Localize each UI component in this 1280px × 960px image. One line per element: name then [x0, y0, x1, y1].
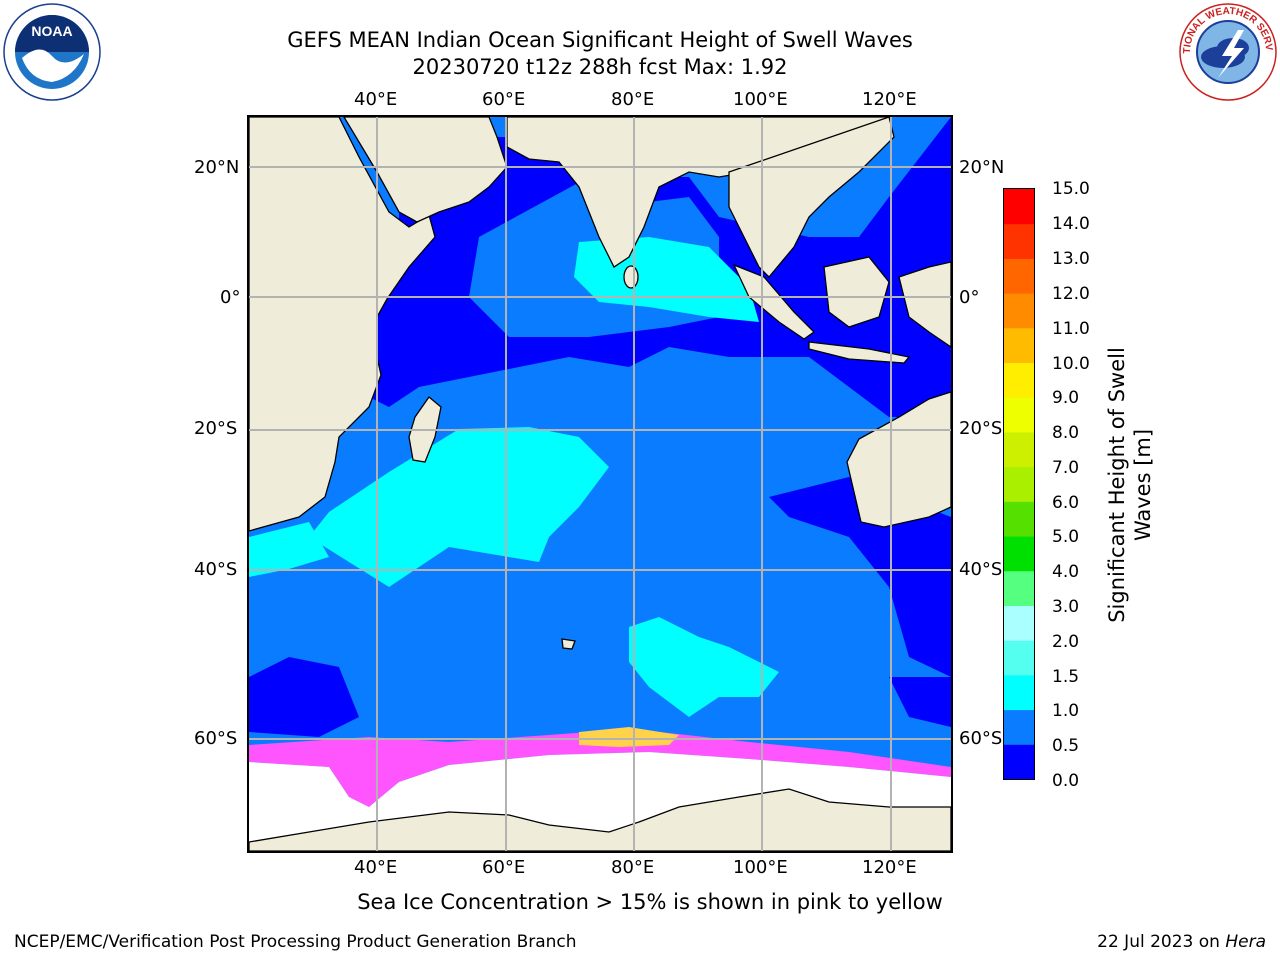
sea-ice-edge-pink — [249, 729, 951, 807]
map-svg — [249, 117, 951, 851]
graticule — [249, 117, 951, 851]
ocean-swell-0-0.5-east — [769, 477, 951, 677]
nws-logo: NATIONAL WEATHER SERVICE — [1178, 2, 1277, 101]
colorbar-tick: 11.0 — [1052, 319, 1090, 339]
lon-tick-bottom: 120°E — [862, 857, 917, 878]
colorbar-tick: 1.5 — [1052, 667, 1080, 687]
colorbar-bin-4-5 — [1004, 536, 1034, 572]
ocean-swell-1.0-1.5-south-central — [309, 427, 609, 587]
kerguelen-island — [561, 638, 576, 650]
sulawesi-land — [898, 261, 951, 348]
australia-land — [846, 391, 951, 528]
ocean-swell-0-0.5-se — [889, 677, 951, 727]
lat-tick-left: 60°S — [194, 728, 238, 749]
colorbar-tick: 3.0 — [1052, 597, 1080, 617]
colorbar-tick: 0.5 — [1052, 736, 1080, 756]
lon-tick-bottom: 40°E — [354, 857, 398, 878]
colorbar-bin-0.5-1 — [1004, 709, 1034, 745]
sea-ice-edge-yellow — [579, 727, 679, 747]
colorbar-tick: 5.0 — [1052, 527, 1080, 547]
colorbar-bin-6-7 — [1004, 466, 1034, 502]
colorbar-tick: 7.0 — [1052, 458, 1080, 478]
lon-tick-top: 120°E — [862, 89, 917, 110]
colorbar-bin-11-12 — [1004, 293, 1034, 329]
colorbar-bin-13-14 — [1004, 223, 1034, 259]
lon-tick-bottom: 60°E — [482, 857, 526, 878]
colorbar-tick: 12.0 — [1052, 284, 1090, 304]
colorbar-axis-label: Significant Height of Swell Waves [m] — [1104, 347, 1157, 623]
colorbar-tick: 15.0 — [1052, 179, 1090, 199]
lat-tick-left: 20°N — [194, 157, 240, 178]
colorbar-axis-label-line1: Significant Height of Swell — [1104, 347, 1129, 623]
footer-date-text: 22 Jul 2023 on — [1097, 932, 1226, 952]
lon-tick-bottom: 80°E — [611, 857, 655, 878]
colorbar-bin-9-10 — [1004, 362, 1034, 398]
swell-height-map — [247, 115, 953, 853]
lat-tick-left: 0° — [220, 287, 241, 308]
chart-title-line2: 20230720 t12z 288h fcst Max: 1.92 — [412, 55, 788, 79]
colorbar-tick: 13.0 — [1052, 249, 1090, 269]
colorbar-tick: 9.0 — [1052, 388, 1080, 408]
lon-tick-top: 80°E — [611, 89, 655, 110]
java-land — [808, 341, 911, 364]
footer-credit: NCEP/EMC/Verification Post Processing Pr… — [14, 932, 577, 952]
lat-tick-right: 20°N — [959, 157, 1005, 178]
colorbar-tick: 10.0 — [1052, 354, 1090, 374]
lon-tick-top: 100°E — [733, 89, 788, 110]
lat-tick-right: 0° — [959, 287, 980, 308]
sri-lanka-land — [623, 265, 639, 289]
lon-tick-top: 40°E — [354, 89, 398, 110]
ocean-swell-0-0.5-sw — [249, 657, 359, 737]
lat-tick-right: 20°S — [959, 418, 1003, 439]
colorbar-bin-14-15 — [1004, 189, 1034, 225]
colorbar-tick: 6.0 — [1052, 493, 1080, 513]
colorbar — [1003, 188, 1035, 780]
colorbar-axis-label-line2: Waves [m] — [1131, 428, 1155, 542]
lat-tick-left: 40°S — [194, 559, 238, 580]
footer-date: 22 Jul 2023 on Hera — [1097, 932, 1266, 952]
colorbar-tick: 14.0 — [1052, 214, 1090, 234]
antarctica-land — [249, 788, 951, 851]
chart-title-line1: GEFS MEAN Indian Ocean Significant Heigh… — [287, 28, 913, 52]
colorbar-bin-1.5-2 — [1004, 640, 1034, 676]
colorbar-bin-10-11 — [1004, 327, 1034, 364]
sumatra-land — [732, 263, 816, 340]
lat-tick-right: 60°S — [959, 728, 1003, 749]
colorbar-tick: 4.0 — [1052, 562, 1080, 582]
lon-tick-top: 60°E — [482, 89, 526, 110]
ocean-swell-1.0-1.5-southern — [629, 617, 779, 717]
southeast-asia-land — [728, 117, 895, 278]
colorbar-tick: 0.0 — [1052, 771, 1080, 791]
noaa-logo: NOAA — [3, 3, 101, 101]
colorbar-svg — [1004, 189, 1034, 780]
lat-tick-left: 20°S — [194, 418, 238, 439]
noaa-logo-text: NOAA — [31, 23, 72, 39]
borneo-land — [823, 256, 890, 328]
colorbar-bin-8-9 — [1004, 397, 1034, 433]
colorbar-bin-0-0.5 — [1004, 744, 1034, 780]
colorbar-bin-7-8 — [1004, 431, 1034, 468]
colorbar-tick: 8.0 — [1052, 423, 1080, 443]
footer-host: Hera — [1225, 932, 1266, 952]
colorbar-bin-3-4 — [1004, 570, 1034, 606]
colorbar-bin-2-3 — [1004, 605, 1034, 641]
colorbar-bin-12-13 — [1004, 258, 1034, 294]
colorbar-tick: 2.0 — [1052, 632, 1080, 652]
colorbar-bin-5-6 — [1004, 501, 1034, 537]
lat-tick-right: 40°S — [959, 559, 1003, 580]
lon-tick-bottom: 100°E — [733, 857, 788, 878]
ocean-swell-1.0-1.5-sw-patch — [249, 522, 329, 577]
colorbar-bin-1-1.5 — [1004, 674, 1034, 711]
sea-ice-note: Sea Ice Concentration > 15% is shown in … — [357, 890, 943, 914]
colorbar-tick: 1.0 — [1052, 701, 1080, 721]
arabia-land — [343, 117, 508, 223]
